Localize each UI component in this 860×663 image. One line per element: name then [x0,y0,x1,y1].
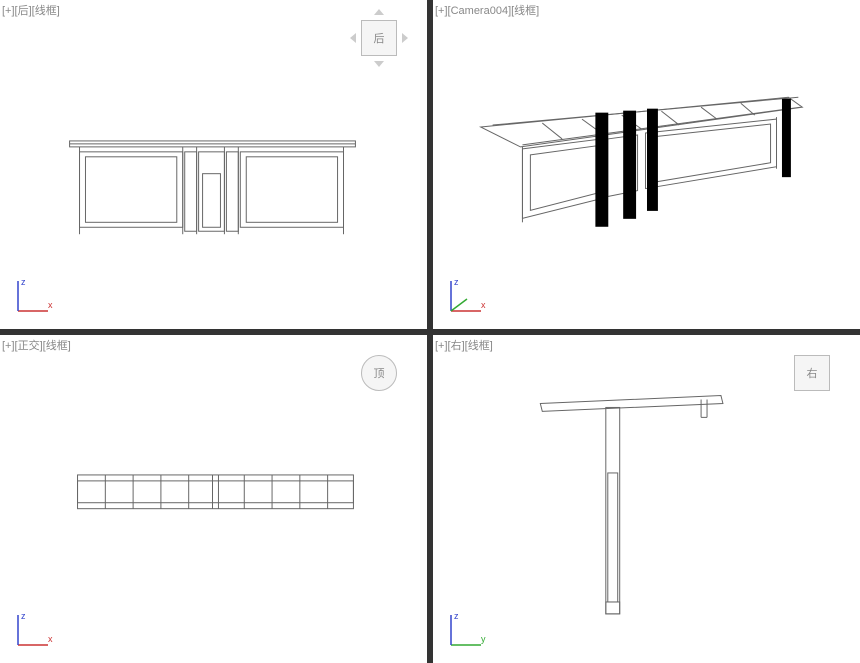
viewcube-top[interactable]: 顶 [361,355,397,391]
svg-text:y: y [481,634,486,644]
viewcube-face-label: 顶 [374,365,385,381]
viewport-label[interactable]: [+][后][线框] [2,2,60,18]
axis-gizmo: x z [14,275,54,315]
viewport-label[interactable]: [+][正交][线框] [2,337,71,353]
axis-z-label: z [21,277,26,287]
axis-gizmo: x z [14,609,54,649]
viewcube-face-label: 右 [807,365,818,381]
viewport-top[interactable]: [+][正交][线框] 顶 [0,335,427,663]
svg-text:z: z [21,611,26,621]
svg-text:z: z [454,611,459,621]
axis-gizmo: y z [447,609,487,649]
viewcube-face-label: 后 [374,30,385,46]
svg-text:x: x [481,300,486,310]
svg-text:z: z [454,277,459,287]
viewcube-right[interactable]: 右 [794,355,830,391]
model-plan [0,335,427,663]
viewcube-back[interactable]: 后 [361,20,397,56]
viewport-camera[interactable]: [+][Camera004][线框] [433,0,860,329]
viewport-right[interactable]: [+][右][线框] 右 [433,335,860,663]
svg-text:x: x [48,634,53,644]
axis-x-label: x [48,300,53,310]
viewport-back[interactable]: [+][后][线框] 后 [0,0,427,329]
model-perspective [433,0,860,329]
viewport-grid: [+][后][线框] 后 [0,0,860,663]
viewport-label[interactable]: [+][右][线框] [435,337,493,353]
axis-gizmo: x z [447,275,487,315]
viewport-label[interactable]: [+][Camera004][线框] [435,2,539,18]
